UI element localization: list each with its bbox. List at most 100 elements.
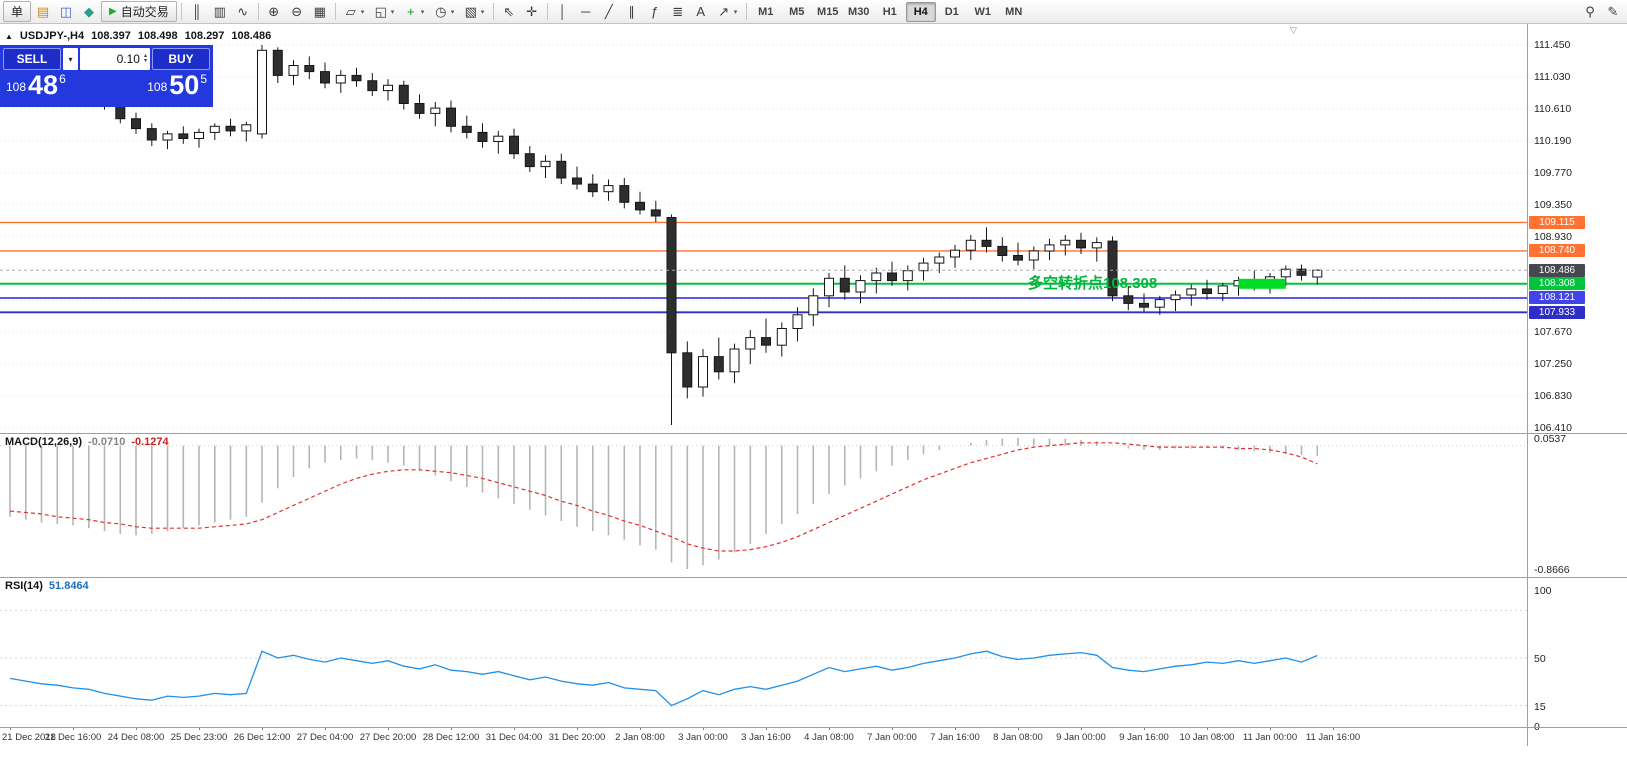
navigator-icon[interactable]: ◆ [84,3,95,19]
arrows-icon[interactable]: ↗ [718,3,730,19]
search-icon[interactable]: ⚲ [1585,3,1595,19]
chart-shift-marker[interactable]: ▽ [1290,25,1297,35]
time-label: 21 Dec 2018 [2,732,56,743]
templates-icon[interactable]: ▧ [464,3,477,19]
time-tick [199,727,200,730]
time-label: 11 Jan 00:00 [1242,732,1298,743]
text-icon[interactable]: A [696,4,706,19]
zoom-out-icon[interactable]: ⊖ [291,3,303,19]
price-chart-canvas[interactable] [0,24,1527,433]
time-tick [325,727,326,730]
time-label: 2 Jan 08:00 [615,732,665,743]
rsi-line [9,650,1318,707]
trendline-icon[interactable]: ╱ [604,3,613,19]
shapes-icon[interactable]: ≣ [672,3,684,19]
price-chart-panel[interactable]: ▲ USDJPY-,H4 108.397 108.498 108.297 108… [0,24,1627,433]
line-chart-icon[interactable]: ∿ [237,3,249,19]
macd-canvas[interactable] [0,434,1527,577]
volume-dropdown[interactable]: ▾ [63,48,78,70]
ohlc-close: 108.486 [231,30,272,42]
sell-price-big: 48 [28,70,59,100]
macd-scale-label: -0.8666 [1534,564,1570,576]
chevron-down-icon[interactable]: ▾ [480,8,485,16]
periods-icon[interactable]: ◷ [435,3,447,19]
macd-histogram [9,438,1319,569]
buy-price-base: 108 [147,80,168,94]
timeframe-m5[interactable]: M5 [789,5,805,18]
volume-stepper[interactable]: ▴ ▾ [143,53,147,64]
panel-divider-macd[interactable] [0,433,1627,434]
time-tick [1018,727,1019,730]
macd-title: MACD(12,26,9) [5,436,83,448]
sell-button[interactable]: SELL [3,48,61,70]
chart-annotation[interactable]: 多空转折点108.308 [1028,275,1158,292]
spin-up-icon[interactable]: ▴ [143,53,147,59]
auto-trading-button[interactable]: ▶ 自动交易 [101,1,177,22]
time-tick [136,727,137,730]
chart-symbol-timeframe: USDJPY-,H4 [19,30,85,42]
highlight-bar[interactable] [1238,278,1286,289]
timeframe-m15[interactable]: M15 [817,5,839,18]
timeframe-m30[interactable]: M30 [848,5,870,18]
zoom-in-icon[interactable]: ⊕ [268,3,280,19]
tile-windows-icon[interactable]: ▦ [313,3,326,19]
price-scale-label: 107.250 [1534,358,1572,371]
rsi-canvas[interactable] [0,578,1527,727]
level-price-tag: 108.121 [1529,291,1585,305]
candlestick-chart-icon[interactable]: ▥ [213,3,226,19]
vertical-line-icon[interactable]: │ [558,4,567,19]
timeframe-w1[interactable]: W1 [974,5,991,18]
chart-window-icon[interactable]: ▤ [36,3,50,19]
edit-icon[interactable]: ✎ [1607,3,1619,19]
new-chart-icon[interactable]: ▱ [345,3,356,19]
chevron-down-icon[interactable]: ▾ [390,8,395,16]
channel-icon[interactable]: ∥ [628,3,635,19]
time-axis[interactable]: 21 Dec 2018 21 Dec 16:00 24 Dec 08:00 25 De… [0,727,1627,747]
crosshair-icon[interactable]: ✛ [526,3,538,19]
toolbar-separator [334,3,336,20]
price-scale-label: 109.350 [1534,198,1572,211]
profiles-icon[interactable]: ◫ [59,3,73,19]
panel-divider-rsi[interactable] [0,577,1627,578]
volume-input[interactable]: 0.10 ▴ ▾ [80,48,150,70]
time-tick [640,727,641,730]
profiles-menu-icon[interactable]: ◱ [374,3,387,19]
timeframe-h1[interactable]: H1 [882,5,897,18]
sell-price-pip: 6 [59,72,66,86]
new-order-button[interactable]: 单 [3,1,32,22]
rsi-scale-label: 50 [1534,653,1546,665]
chevron-down-icon[interactable]: ▾ [360,8,365,16]
macd-panel[interactable]: MACD(12,26,9) -0.0710 -0.1274 [0,434,1627,577]
timeframe-mn[interactable]: MN [1005,5,1023,18]
price-scale[interactable]: 111.450 111.030 110.610 110.190 109.770 109.3… [1527,24,1627,746]
cursor-icon[interactable]: ⇖ [503,3,515,19]
indicators-icon[interactable]: + [406,4,415,19]
timeframe-d1[interactable]: D1 [944,5,959,18]
price-scale-label: 108.930 [1534,230,1572,243]
fibonacci-icon[interactable]: ƒ [651,4,659,19]
buy-price-big: 50 [169,70,200,100]
rsi-panel[interactable]: RSI(14) 51.8464 [0,578,1627,727]
spin-down-icon[interactable]: ▾ [143,58,147,64]
timeframe-h4[interactable]: H4 [905,1,936,22]
time-tick [10,727,11,730]
horizontal-level-lines[interactable] [0,221,1527,314]
time-tick [388,727,389,730]
chevron-down-icon[interactable]: ▾ [733,8,738,16]
chevron-down-icon[interactable]: ▾ [450,8,455,16]
trade-controls-row: SELL ▾ 0.10 ▴ ▾ BUY [3,48,210,70]
time-axis-divider [0,727,1627,728]
ohlc-low: 108.297 [184,30,225,42]
timeframe-m1[interactable]: M1 [758,5,774,18]
bar-chart-icon[interactable]: ║ [192,4,202,19]
macd-signal-value: -0.1274 [131,436,169,448]
horizontal-line-icon[interactable]: ─ [581,4,591,19]
chevron-down-icon[interactable]: ▾ [420,8,425,16]
time-tick [73,727,74,730]
time-tick [829,727,830,730]
buy-button[interactable]: BUY [152,48,210,70]
time-tick [1333,727,1334,730]
new-order-button-label: 单 [11,5,24,19]
time-tick [514,727,515,730]
time-tick [1270,727,1271,730]
